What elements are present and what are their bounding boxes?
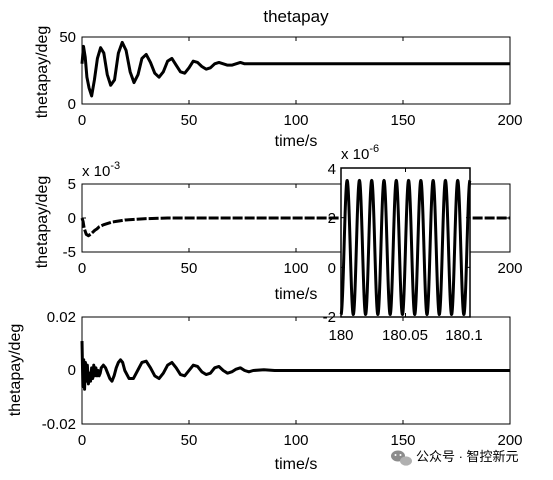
- inset: x 10-6 4 2 0 -2 180 180.05 180.1: [323, 143, 483, 344]
- inset-exponent: x 10-6: [341, 143, 379, 163]
- panel-1-xlabel: time/s: [275, 133, 318, 150]
- watermark-text: 公众号 · 智控新元: [416, 449, 519, 464]
- inset-xtick-1801: 180.1: [445, 327, 483, 344]
- panel-2-xtick-0: 0: [78, 260, 86, 277]
- panel-1-xtick-150: 150: [390, 112, 415, 129]
- inset-ytick-0: 0: [328, 260, 336, 277]
- panel-3-xtick-0: 0: [78, 432, 86, 449]
- panel-3: 0.02 0 -0.02 0 50 100 150 200 time/s the…: [7, 309, 523, 473]
- panel-3-ytick-002: 0.02: [47, 309, 76, 326]
- inset-ytick-2: 2: [328, 210, 336, 227]
- inset-ytick-4: 4: [328, 161, 336, 178]
- panel-3-xtick-200: 200: [497, 432, 522, 449]
- panel-3-xtick-150: 150: [390, 432, 415, 449]
- panel-1-xtick-0: 0: [78, 112, 86, 129]
- panel-3-xlabel: time/s: [275, 456, 318, 473]
- inset-series-line: [339, 178, 472, 317]
- panel-2-ytick-neg5: -5: [63, 244, 76, 261]
- panel-3-xtick-100: 100: [283, 432, 308, 449]
- panel-2-ytick-5: 5: [68, 176, 76, 193]
- panel-3-series-line: [80, 341, 510, 391]
- panel-1-ylabel: thetapay/deg: [34, 26, 51, 119]
- inset-xtick-180: 180: [328, 327, 353, 344]
- panel-1-title: thetapay: [263, 7, 329, 26]
- panel-3-ytick-0: 0: [68, 362, 76, 379]
- panel-2-xlabel: time/s: [275, 286, 318, 303]
- wechat-icon: [391, 450, 412, 466]
- panel-1: thetapay 50 0 0 50 100 150 200 time/s th…: [34, 7, 523, 150]
- panel-2-ylabel: thetapay/deg: [34, 176, 51, 269]
- panel-2-xtick-200: 200: [497, 260, 522, 277]
- inset-ytick-neg2: -2: [323, 309, 336, 326]
- panel-1-ytick-0: 0: [68, 96, 76, 113]
- panel-1-xtick-200: 200: [497, 112, 522, 129]
- inset-xtick-18005: 180.05: [382, 327, 428, 344]
- panel-1-ytick-50: 50: [59, 29, 76, 46]
- panel-1-xtick-100: 100: [283, 112, 308, 129]
- panel-3-ylabel: thetapay/deg: [7, 324, 24, 417]
- panel-3-xtick-50: 50: [181, 432, 198, 449]
- panel-2-ytick-0: 0: [68, 210, 76, 227]
- watermark: 公众号 · 智控新元: [391, 449, 519, 466]
- panel-2-exponent: x 10-3: [82, 160, 120, 180]
- panel-1-axes-box: [81, 36, 511, 105]
- panel-3-ytick-neg002: -0.02: [42, 416, 76, 433]
- panel-2-xtick-100: 100: [283, 260, 308, 277]
- panel-1-xtick-50: 50: [181, 112, 198, 129]
- panel-1-series-line: [80, 40, 510, 98]
- panel-2-xtick-50: 50: [181, 260, 198, 277]
- panel-2-series-line: [80, 216, 510, 238]
